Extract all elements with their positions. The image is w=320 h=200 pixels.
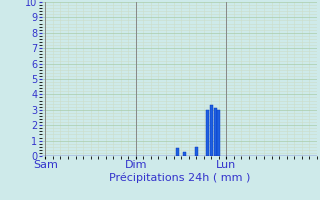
Bar [213, 108, 217, 156]
Bar [183, 152, 186, 156]
Bar [195, 147, 198, 156]
Bar [206, 110, 209, 156]
X-axis label: Précipitations 24h ( mm ): Précipitations 24h ( mm ) [108, 173, 250, 183]
Bar [217, 110, 220, 156]
Bar [176, 148, 179, 156]
Bar [210, 105, 213, 156]
